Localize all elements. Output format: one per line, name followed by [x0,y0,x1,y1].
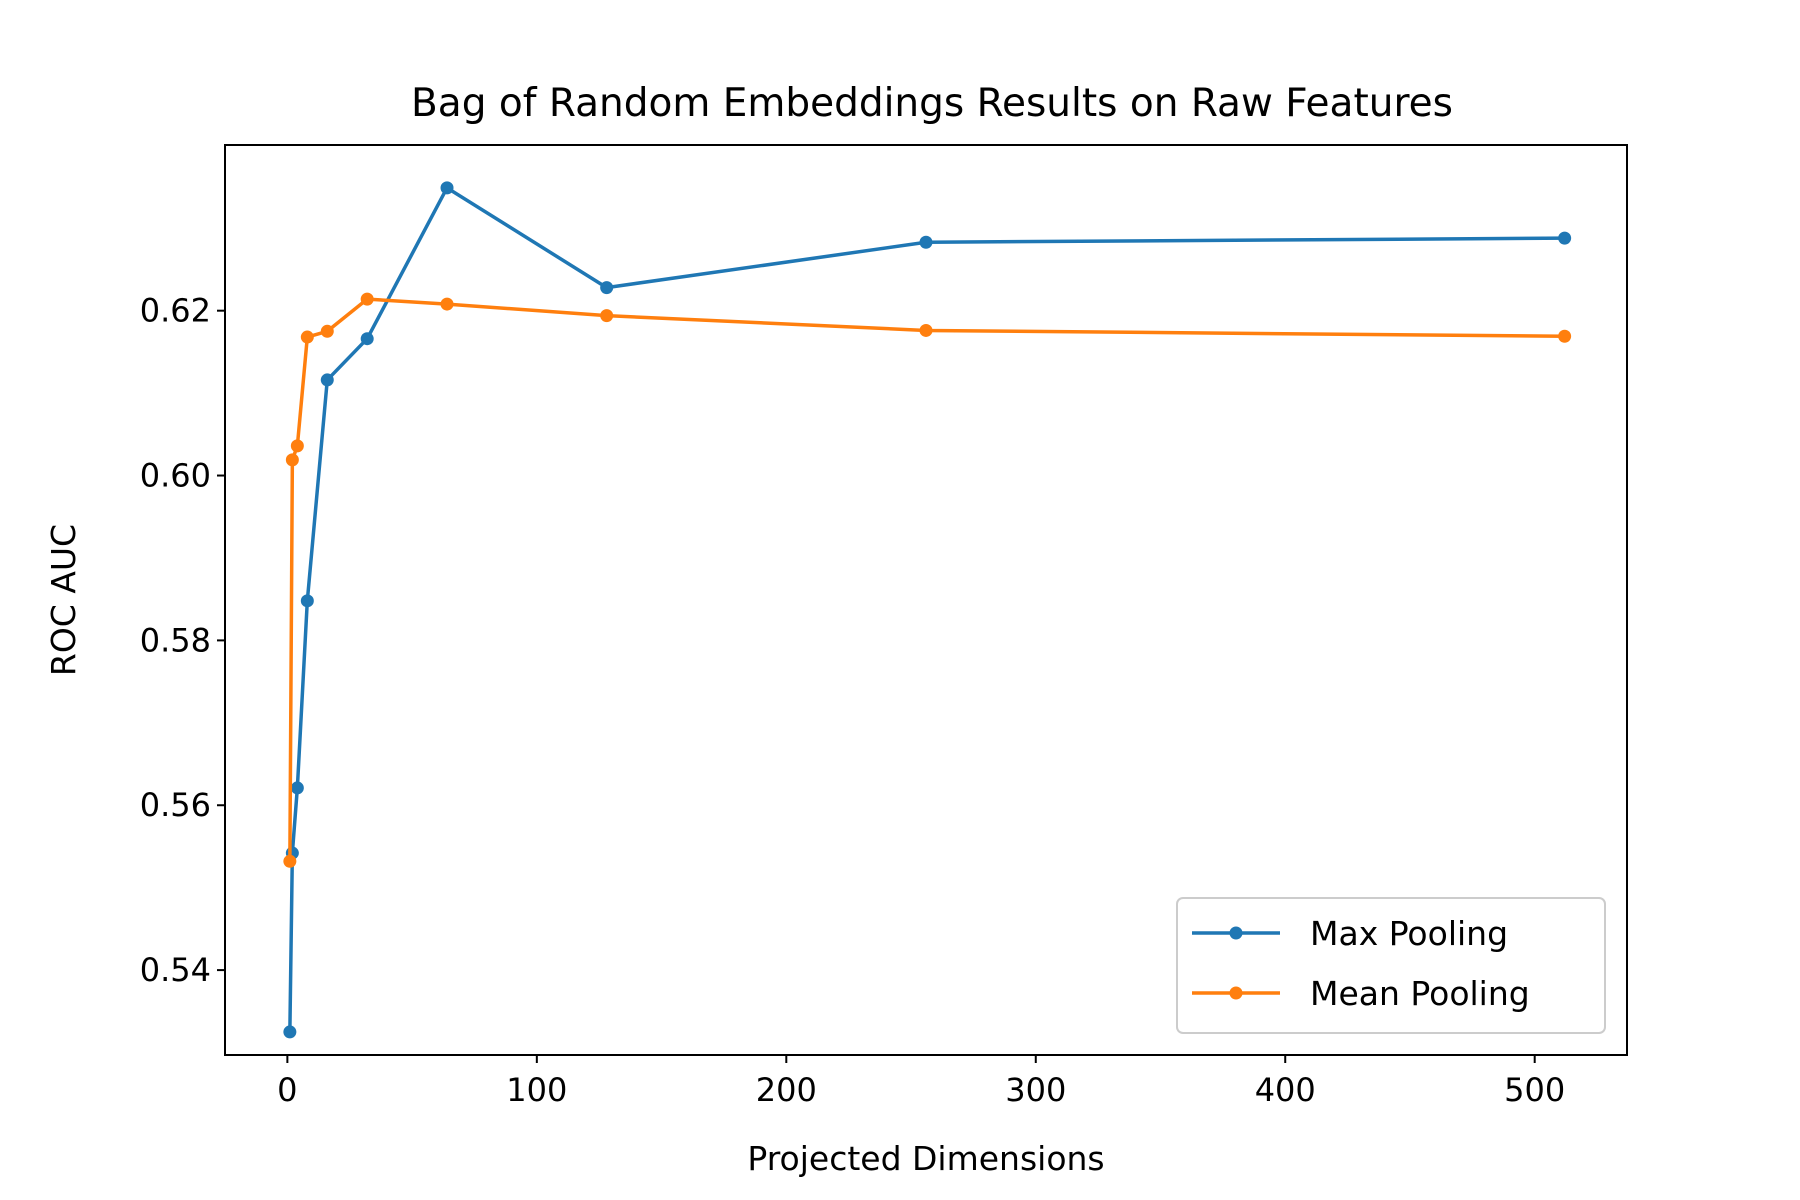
data-point-max-pooling [600,281,614,295]
y-tick-label: 0.54 [140,951,211,989]
legend-label-mean-pooling: Mean Pooling [1310,974,1530,1013]
y-tick-label: 0.60 [140,457,211,495]
legend-entry-max-pooling: Max Pooling [1192,914,1508,953]
data-point-max-pooling [320,373,334,387]
data-point-mean-pooling [320,324,334,338]
legend-entry-mean-pooling: Mean Pooling [1192,974,1530,1013]
data-point-max-pooling [290,781,304,795]
legend-box [1176,897,1606,1034]
series-layer [283,181,1572,1039]
data-point-max-pooling [283,1025,297,1039]
legend-label-max-pooling: Max Pooling [1310,914,1508,953]
x-tick-label: 100 [506,1071,567,1109]
y-tick-label: 0.56 [140,786,211,824]
data-point-mean-pooling [1558,329,1572,343]
series-line-max-pooling [288,186,1565,1032]
legend-marker-max-pooling [1229,926,1243,940]
x-tick-label: 500 [1504,1071,1565,1109]
series-mean-pooling [283,292,1572,868]
y-axis-label: ROC AUC [44,524,83,676]
data-point-mean-pooling [919,323,933,337]
data-point-mean-pooling [600,309,614,323]
x-tick-label: 400 [1255,1071,1316,1109]
y-tick-label: 0.62 [140,292,211,330]
data-point-max-pooling [919,235,933,249]
x-tick-label: 300 [1005,1071,1066,1109]
data-point-max-pooling [300,594,314,608]
data-point-mean-pooling [300,330,314,344]
data-point-mean-pooling [440,297,454,311]
data-point-mean-pooling [290,439,304,453]
series-line-mean-pooling [288,297,1565,862]
data-point-mean-pooling [285,453,299,467]
x-tick-label: 200 [756,1071,817,1109]
data-point-max-pooling [360,332,374,346]
legend: Max Pooling Mean Pooling [1176,897,1606,1034]
legend-marker-mean-pooling [1229,986,1243,1000]
y-tick-label: 0.58 [140,621,211,659]
plot-frame [224,144,1628,1056]
series-max-pooling [283,181,1572,1039]
y-axis-ticks: 0.54 0.56 0.58 0.60 0.62 [140,292,225,989]
data-point-mean-pooling [360,292,374,306]
data-point-max-pooling [440,181,454,195]
data-point-mean-pooling [283,854,297,868]
x-axis-ticks: 0 100 200 300 400 500 [277,1055,1565,1109]
data-point-max-pooling [1558,231,1572,245]
chart-title: Bag of Random Embeddings Results on Raw … [411,81,1453,126]
x-tick-label: 0 [277,1071,297,1109]
x-axis-label: Projected Dimensions [747,1139,1104,1178]
